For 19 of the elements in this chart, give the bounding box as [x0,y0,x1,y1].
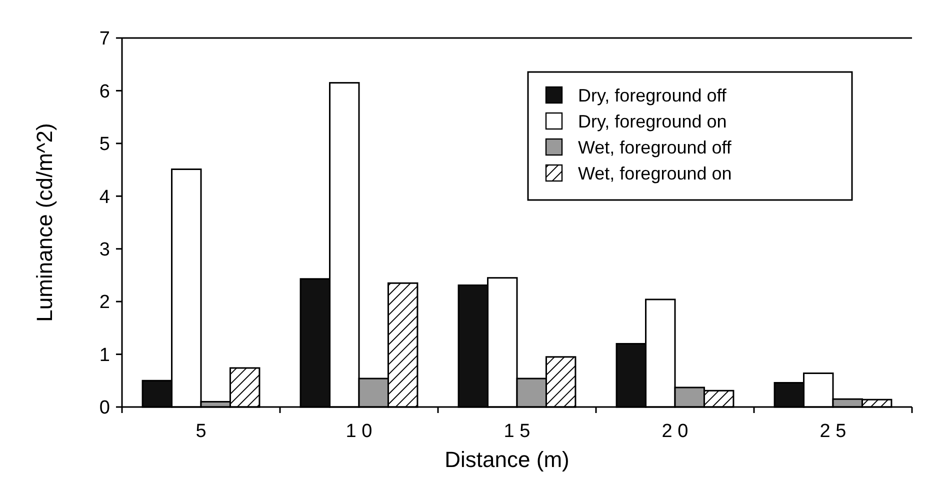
legend-label: Dry, foreground on [578,111,727,132]
y-tick-label: 1 [99,344,110,366]
x-tick-label: 2 0 [662,421,688,442]
x-tick-label: 1 0 [346,421,372,442]
x-tick-label: 2 5 [820,421,846,442]
legend-label: Wet, foreground on [578,163,732,184]
y-tick-label: 2 [99,292,110,314]
y-tick-label: 3 [99,240,110,261]
x-tick-label: 5 [196,421,206,442]
y-axis-title: Luminance (cd/m^2) [32,123,57,322]
y-tick-label: 0 [99,398,110,419]
y-tick-label: 5 [99,134,110,156]
y-tick-label: 4 [99,186,110,208]
x-tick-label: 1 5 [504,421,530,442]
x-axis-title: Distance (m) [444,447,570,472]
y-tick-label: 6 [99,81,110,102]
legend-label: Dry, foreground off [578,85,728,106]
y-tick-label: 7 [99,28,110,50]
legend-label: Wet, foreground off [578,137,732,158]
